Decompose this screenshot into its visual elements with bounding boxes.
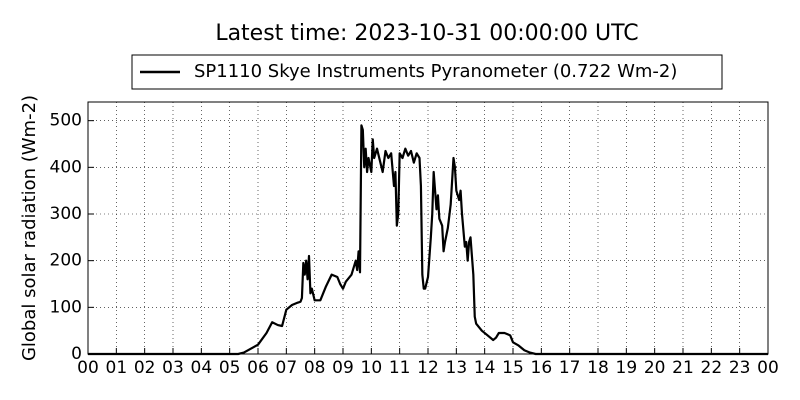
x-tick-label: 20 xyxy=(644,358,666,378)
x-tick-label: 05 xyxy=(219,358,241,378)
x-tick-label: 12 xyxy=(417,358,439,378)
y-tick-label: 0 xyxy=(71,344,82,364)
x-tick-label: 06 xyxy=(247,358,269,378)
x-tick-label: 22 xyxy=(701,358,723,378)
x-tick-label: 14 xyxy=(474,358,496,378)
x-tick-label: 11 xyxy=(389,358,411,378)
x-tick-label: 21 xyxy=(672,358,694,378)
x-tick-label: 07 xyxy=(276,358,298,378)
x-tick-label: 00 xyxy=(757,358,779,378)
x-tick-label: 17 xyxy=(559,358,581,378)
y-tick-label: 100 xyxy=(50,297,82,317)
x-tick-label: 18 xyxy=(587,358,609,378)
x-tick-label: 03 xyxy=(162,358,184,378)
legend-label: SP1110 Skye Instruments Pyranometer (0.7… xyxy=(194,61,677,82)
y-tick-label: 400 xyxy=(50,157,82,177)
x-tick-label: 23 xyxy=(729,358,751,378)
x-tick-label: 15 xyxy=(502,358,524,378)
y-tick-label: 500 xyxy=(50,111,82,131)
x-tick-label: 13 xyxy=(446,358,468,378)
y-tick-label: 200 xyxy=(50,251,82,271)
series-line xyxy=(88,124,768,356)
x-tick-label: 00 xyxy=(77,358,99,378)
chart-title: Latest time: 2023-10-31 00:00:00 UTC xyxy=(215,21,638,46)
x-tick-label: 01 xyxy=(106,358,128,378)
x-tick-label: 19 xyxy=(616,358,638,378)
x-tick-label: 04 xyxy=(191,358,213,378)
y-axis-label: Global solar radiation (Wm-2) xyxy=(19,95,40,361)
x-tick-label: 02 xyxy=(134,358,156,378)
x-tick-label: 10 xyxy=(361,358,383,378)
y-tick-label: 300 xyxy=(50,204,82,224)
x-tick-label: 16 xyxy=(531,358,553,378)
plot-frame xyxy=(87,101,769,355)
x-tick-label: 08 xyxy=(304,358,326,378)
x-tick-label: 09 xyxy=(332,358,354,378)
legend-box xyxy=(131,54,723,90)
